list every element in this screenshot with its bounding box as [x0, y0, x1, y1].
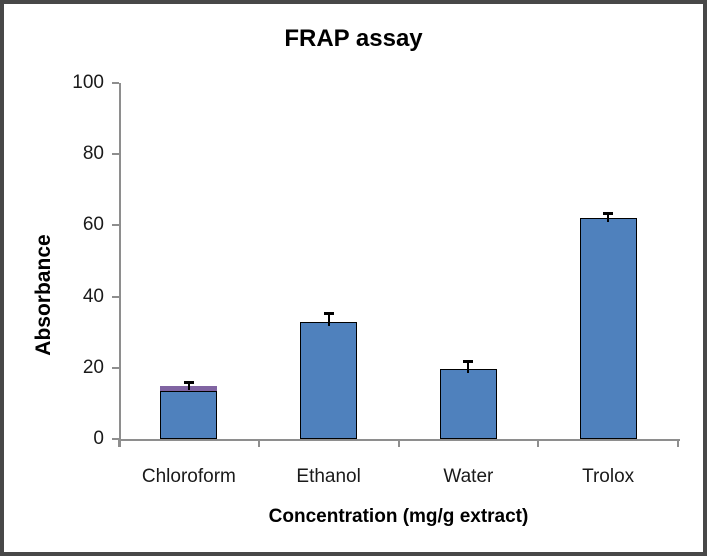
x-axis-title: Concentration (mg/g extract) [268, 506, 529, 527]
y-tick-mark [112, 224, 119, 227]
y-tick-label: 100 [72, 72, 104, 93]
x-tick-mark [397, 439, 400, 447]
y-tick-label: 40 [82, 285, 104, 307]
bar-ethanol [300, 321, 358, 439]
error-bar-stem [327, 312, 330, 326]
y-tick-label: 0 [93, 428, 104, 449]
x-axis-line [119, 439, 680, 441]
y-axis-title: Absorbance [32, 234, 55, 356]
x-category-label: Trolox [582, 466, 635, 487]
bar-water [439, 369, 497, 439]
y-tick-label: 20 [82, 356, 104, 378]
error-bar-stem [607, 213, 610, 223]
y-tick-mark [112, 82, 119, 84]
x-tick-mark [677, 439, 679, 447]
x-category-label: Water [443, 466, 494, 487]
y-tick-mark [112, 295, 119, 298]
y-tick-mark [112, 153, 119, 156]
x-tick-mark [257, 439, 260, 447]
error-bar-cap [183, 380, 194, 384]
x-category-label: Ethanol [296, 466, 361, 487]
error-bar-stem [187, 381, 190, 390]
error-bar-cap [603, 212, 614, 216]
chart-title: FRAP assay [284, 25, 423, 52]
y-tick-mark [112, 366, 119, 369]
y-tick-mark [112, 438, 119, 440]
error-bar-stem [467, 360, 470, 374]
x-tick-mark [537, 439, 540, 447]
bar-trolox [579, 218, 637, 439]
x-category-label: Chloroform [141, 466, 236, 487]
error-bar-cap [323, 311, 334, 315]
y-tick-label: 80 [82, 143, 104, 165]
y-tick-label: 60 [82, 214, 104, 236]
bar-chloroform [160, 390, 218, 439]
y-axis-line [119, 83, 121, 447]
error-bar-cap [463, 359, 474, 363]
x-tick-mark [118, 439, 120, 447]
